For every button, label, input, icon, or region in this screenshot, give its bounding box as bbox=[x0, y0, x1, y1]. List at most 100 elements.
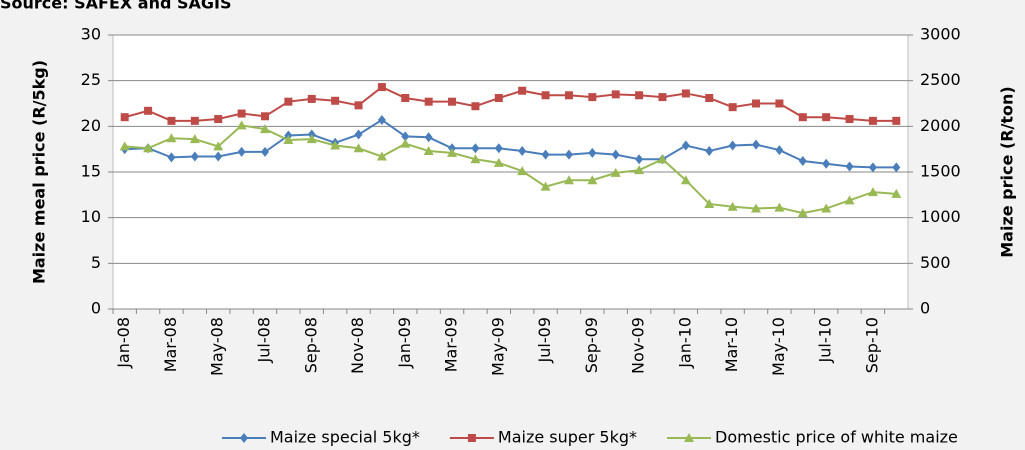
data-point bbox=[494, 94, 503, 103]
data-point bbox=[190, 151, 199, 162]
data-point bbox=[611, 90, 620, 99]
data-point bbox=[236, 120, 247, 130]
legend-marker bbox=[467, 434, 476, 442]
data-point bbox=[237, 109, 246, 118]
data-point bbox=[752, 99, 761, 108]
data-point bbox=[775, 99, 784, 108]
data-point bbox=[331, 96, 340, 105]
data-point bbox=[213, 141, 224, 151]
data-point bbox=[610, 167, 621, 177]
y-tick-label: 25 bbox=[81, 70, 101, 89]
data-point bbox=[354, 101, 363, 110]
data-point bbox=[166, 133, 177, 143]
y-tick-label: 10 bbox=[81, 207, 101, 226]
data-point bbox=[307, 94, 316, 103]
x-tick-label: Jan-09 bbox=[395, 317, 414, 369]
x-tick-label: Jan-10 bbox=[675, 317, 694, 369]
data-point bbox=[892, 116, 901, 125]
data-point bbox=[470, 154, 481, 164]
data-point bbox=[517, 166, 528, 176]
data-point bbox=[822, 158, 831, 169]
data-point bbox=[798, 113, 807, 122]
data-point bbox=[214, 151, 223, 162]
data-point bbox=[635, 154, 644, 165]
data-point bbox=[353, 143, 364, 153]
data-point bbox=[797, 208, 808, 218]
data-point bbox=[751, 203, 762, 213]
data-point bbox=[658, 93, 667, 102]
data-point bbox=[891, 188, 902, 198]
data-point bbox=[634, 165, 645, 175]
data-point bbox=[448, 97, 457, 106]
x-tick-label: Jul-08 bbox=[254, 317, 273, 363]
y2-tick-label: 2500 bbox=[920, 70, 961, 89]
data-point bbox=[541, 91, 550, 100]
data-point bbox=[376, 151, 387, 161]
x-tick-label: Mar-09 bbox=[442, 317, 461, 372]
data-point bbox=[635, 91, 644, 100]
data-point bbox=[400, 138, 411, 148]
data-point bbox=[354, 129, 363, 140]
legend-label: Maize super 5kg* bbox=[498, 428, 637, 447]
data-point bbox=[868, 162, 877, 173]
data-point bbox=[330, 140, 341, 150]
legend-marker bbox=[684, 433, 695, 442]
x-tick-label: Sep-10 bbox=[862, 317, 881, 373]
data-point bbox=[588, 93, 597, 102]
data-point bbox=[377, 114, 386, 125]
y-tick-label: 20 bbox=[81, 116, 101, 135]
x-tick-label: Sep-09 bbox=[582, 317, 601, 373]
x-tick-label: Mar-10 bbox=[722, 317, 741, 372]
data-point bbox=[424, 132, 433, 143]
y2-tick-label: 1000 bbox=[920, 207, 961, 226]
legend-label: Domestic price of white maize bbox=[715, 428, 958, 447]
data-point bbox=[237, 146, 246, 157]
y-tick-label: 0 bbox=[91, 299, 101, 318]
data-point bbox=[401, 94, 410, 103]
y2-tick-label: 3000 bbox=[920, 25, 961, 44]
series-line bbox=[124, 85, 897, 122]
series-line bbox=[124, 124, 897, 215]
data-point bbox=[143, 143, 154, 153]
data-point bbox=[845, 161, 854, 172]
y2-axis-title: Maize price (R/ton) bbox=[998, 86, 1017, 258]
data-point bbox=[705, 145, 714, 156]
data-point bbox=[471, 143, 480, 154]
data-point bbox=[284, 97, 293, 106]
data-point bbox=[119, 141, 130, 151]
data-point bbox=[867, 187, 878, 197]
data-point bbox=[681, 140, 690, 151]
data-point bbox=[892, 162, 901, 173]
data-point bbox=[260, 112, 269, 121]
x-tick-label: Sep-08 bbox=[301, 317, 320, 373]
data-point bbox=[752, 139, 761, 150]
legend-label: Maize special 5kg* bbox=[270, 428, 420, 447]
source-note: Source: SAFEX and SAGIS bbox=[0, 0, 232, 13]
data-point bbox=[587, 175, 598, 185]
y-axis-title: Maize meal price (R/5kg) bbox=[30, 60, 49, 284]
x-tick-label: May-08 bbox=[208, 317, 227, 376]
data-point bbox=[775, 145, 784, 156]
data-point bbox=[167, 116, 176, 125]
data-point bbox=[471, 102, 480, 111]
data-point bbox=[283, 135, 294, 145]
data-point bbox=[704, 198, 715, 208]
data-point bbox=[190, 116, 199, 125]
data-point bbox=[705, 94, 714, 103]
data-point bbox=[189, 134, 200, 144]
data-point bbox=[540, 181, 551, 191]
data-point bbox=[120, 113, 129, 122]
data-point bbox=[728, 103, 737, 112]
data-point bbox=[260, 146, 269, 157]
y2-tick-label: 0 bbox=[920, 299, 930, 318]
y2-tick-label: 500 bbox=[920, 253, 951, 272]
data-point bbox=[822, 113, 831, 122]
data-point bbox=[494, 143, 503, 154]
data-point bbox=[564, 91, 573, 100]
x-tick-label: Nov-08 bbox=[348, 317, 367, 374]
data-point bbox=[447, 147, 458, 157]
data-point bbox=[493, 157, 504, 167]
data-point bbox=[518, 145, 527, 156]
data-point bbox=[563, 175, 574, 185]
data-point bbox=[844, 195, 855, 205]
